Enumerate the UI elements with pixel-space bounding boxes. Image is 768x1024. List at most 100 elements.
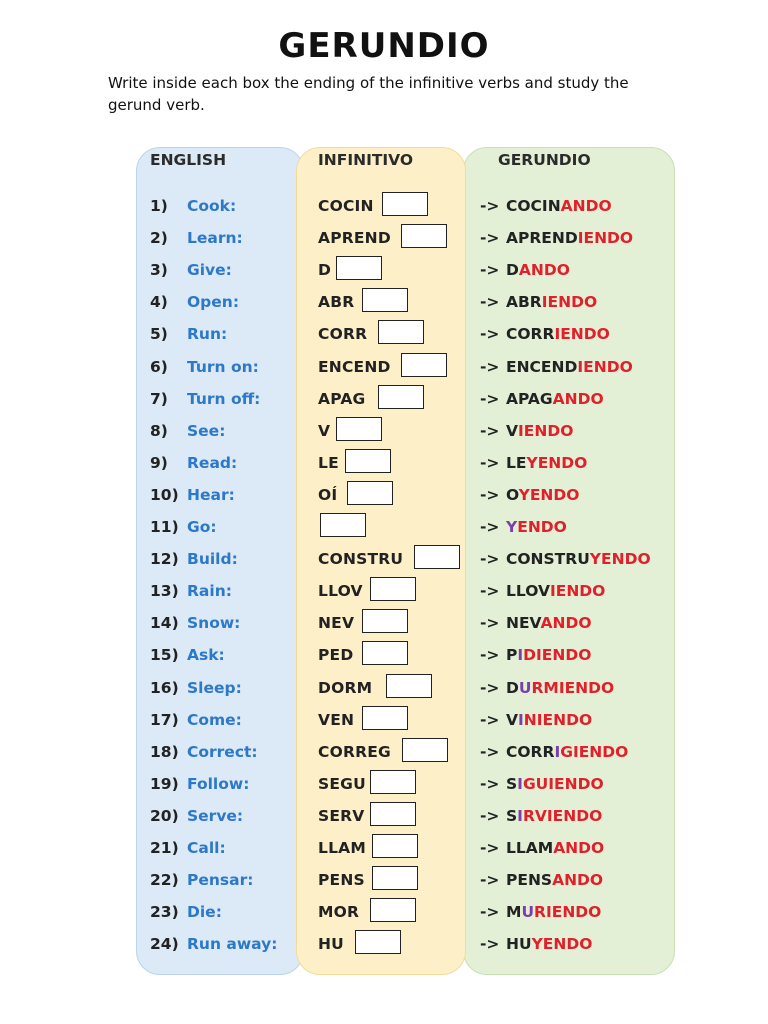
gerund-stem-change: U — [518, 678, 532, 697]
arrow-icon: -> — [480, 325, 500, 344]
ending-answer-box[interactable] — [382, 192, 428, 216]
row-number: 15) — [150, 646, 179, 665]
table-row: 9) Read: LE -> LEYENDO — [0, 448, 768, 479]
gerund-ending: ANDO — [518, 261, 570, 280]
gerund-ending: IENDO — [549, 582, 606, 601]
english-verb: Read: — [187, 453, 238, 472]
infinitive-stem: CORREG — [318, 742, 391, 761]
gerund-ending: YENDO — [531, 935, 593, 954]
gerund-stem: LLOV — [506, 582, 550, 601]
instructions-text: Write inside each box the ending of the … — [108, 74, 629, 114]
infinitive-stem: DORM — [318, 678, 373, 697]
ending-answer-box[interactable] — [345, 448, 391, 473]
gerund-ending: IENDO — [577, 357, 633, 376]
gerund-stem: APREND — [506, 229, 578, 248]
infinitive-stem: CORR — [318, 325, 368, 344]
ending-answer-box[interactable] — [378, 384, 424, 409]
row-number: 13) — [150, 582, 179, 601]
table-row: 7) Turn off: APAG -> APAGANDO — [0, 384, 768, 415]
gerund-ending: YENDO — [589, 550, 651, 569]
arrow-icon: -> — [480, 678, 500, 697]
row-number: 22) — [150, 871, 179, 890]
ending-answer-box[interactable] — [378, 320, 424, 345]
gerund-ending: ENDO — [517, 518, 567, 536]
gerund-stem-change: Y — [506, 518, 518, 536]
table-row: 24) Run away: HU -> HUYENDO — [0, 930, 768, 960]
ending-answer-box[interactable] — [402, 737, 448, 762]
row-number: 21) — [150, 839, 179, 857]
infinitive-stem: LLAM — [318, 839, 366, 857]
english-verb: See: — [187, 421, 226, 440]
english-verb: Come: — [187, 710, 242, 729]
gerund-verb: LLOVIENDO — [506, 582, 605, 600]
gerund-stem: S — [506, 806, 518, 825]
arrow-icon: -> — [480, 518, 500, 536]
ending-answer-box[interactable] — [401, 224, 447, 249]
gerundio-column-panel — [463, 147, 675, 975]
infinitive-stem: APREND — [318, 229, 391, 248]
arrow-icon: -> — [480, 774, 500, 793]
gerund-verb: VINIENDO — [506, 711, 592, 729]
ending-answer-box[interactable] — [401, 352, 447, 377]
ending-answer-box[interactable] — [320, 513, 366, 537]
ending-answer-box[interactable] — [370, 801, 416, 826]
ending-answer-box[interactable] — [372, 834, 418, 858]
row-number: 8) — [150, 421, 168, 440]
ending-answer-box[interactable] — [414, 545, 460, 570]
ending-answer-box[interactable] — [362, 288, 408, 313]
arrow-icon: -> — [480, 229, 500, 248]
gerund-ending: ANDO — [552, 871, 604, 890]
infinitive-stem: ENCEND — [318, 357, 391, 376]
page-title: GERUNDIO — [278, 26, 490, 66]
table-row: 20) Serve: SERV -> SIRVIENDO — [0, 801, 768, 832]
table-row: 18) Correct: CORREG -> CORRIGIENDO — [0, 737, 768, 768]
gerund-verb: VIENDO — [506, 422, 573, 440]
gerund-ending: GUIENDO — [522, 774, 604, 793]
gerund-verb: DANDO — [506, 261, 570, 279]
gerund-stem-change: I — [518, 710, 524, 729]
gerundio-header: GERUNDIO — [498, 151, 591, 169]
row-number: 11) — [150, 518, 179, 536]
row-number: 24) — [150, 935, 179, 954]
gerund-stem: COCIN — [506, 197, 561, 215]
arrow-icon: -> — [480, 485, 500, 504]
row-number: 23) — [150, 903, 179, 922]
table-row: 10) Hear: OÍ -> OYENDO — [0, 480, 768, 511]
gerund-ending: ANDO — [560, 197, 612, 215]
ending-answer-box[interactable] — [372, 866, 418, 891]
gerund-verb: COCINANDO — [506, 197, 612, 215]
gerund-stem: ABR — [506, 293, 542, 312]
gerund-ending: RVIENDO — [522, 806, 603, 825]
gerund-stem: D — [506, 678, 519, 697]
ending-answer-box[interactable] — [370, 898, 416, 923]
ending-answer-box[interactable] — [336, 256, 382, 281]
gerund-ending: NIENDO — [523, 710, 593, 729]
ending-answer-box[interactable] — [347, 480, 393, 505]
gerund-stem: M — [506, 903, 522, 922]
ending-answer-box[interactable] — [362, 705, 408, 730]
ending-answer-box[interactable] — [370, 769, 416, 794]
gerund-verb: YENDO — [506, 518, 567, 536]
english-verb: Go: — [187, 518, 217, 536]
ending-answer-box[interactable] — [336, 416, 382, 441]
gerund-stem: HU — [506, 935, 532, 954]
row-number: 12) — [150, 550, 179, 569]
infinitive-stem: HU — [318, 935, 344, 954]
gerund-stem: S — [506, 774, 518, 793]
gerund-ending: IENDO — [554, 325, 610, 344]
table-row: 17) Come: VEN -> VINIENDO — [0, 705, 768, 736]
gerund-ending: RMIENDO — [531, 678, 615, 697]
ending-answer-box[interactable] — [355, 930, 401, 955]
gerund-stem: PENS — [506, 871, 553, 890]
ending-answer-box[interactable] — [362, 641, 408, 666]
gerund-stem: ENCEND — [506, 357, 578, 376]
ending-answer-box[interactable] — [370, 577, 416, 602]
infinitivo-header: INFINITIVO — [318, 151, 414, 169]
english-verb: Ask: — [187, 646, 225, 665]
ending-answer-box[interactable] — [386, 673, 432, 698]
row-number: 1) — [150, 197, 168, 215]
table-row: 4) Open: ABR -> ABRIENDO — [0, 288, 768, 318]
ending-answer-box[interactable] — [362, 609, 408, 634]
english-verb: Build: — [187, 550, 238, 569]
infinitive-stem: ABR — [318, 293, 355, 312]
